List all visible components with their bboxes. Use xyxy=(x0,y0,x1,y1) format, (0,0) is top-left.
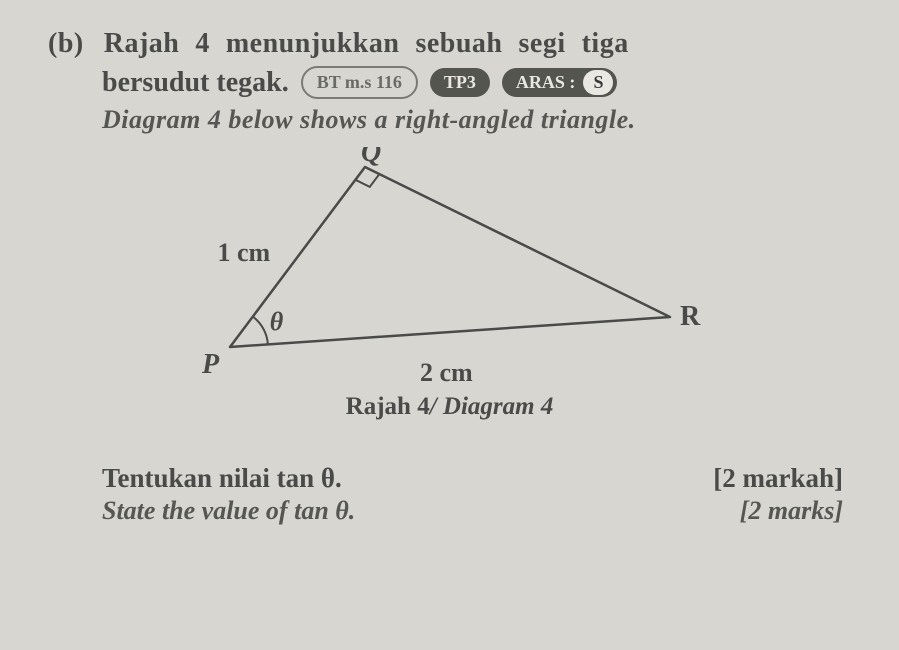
question-line-1: (b) Rajah 4 menunjukkan sebuah segi tiga xyxy=(48,28,851,60)
task-english: State the value of tan θ. xyxy=(102,496,355,526)
diagram-caption: Rajah 4/ Diagram 4 xyxy=(346,393,554,421)
w0: Rajah xyxy=(104,28,180,60)
triangle-diagram: θ 1 cm 2 cm P Q R xyxy=(140,147,760,387)
marks-english: [2 marks] xyxy=(740,496,843,526)
pill-aras-value: S xyxy=(583,70,613,95)
svg-text:2 cm: 2 cm xyxy=(420,358,473,387)
w5: tiga xyxy=(582,28,629,60)
caption-malay: Rajah 4 xyxy=(346,393,430,420)
svg-text:Q: Q xyxy=(361,147,381,168)
task-row-malay: Tentukan nilai tan θ. [2 markah] xyxy=(102,463,843,494)
caption-english: Diagram 4 xyxy=(443,393,553,420)
task-malay: Tentukan nilai tan θ. xyxy=(102,463,342,494)
svg-text:θ: θ xyxy=(269,307,283,336)
w3: sebuah xyxy=(415,28,502,60)
pill-aras-label: ARAS : xyxy=(516,70,576,95)
w1: 4 xyxy=(195,28,210,60)
caption-sep: / xyxy=(430,393,443,420)
w4: segi xyxy=(519,28,566,60)
marks-malay: [2 markah] xyxy=(713,463,843,494)
question-label: (b) xyxy=(48,28,84,60)
pill-aras: ARAS : S xyxy=(502,68,618,97)
pill-tp: TP3 xyxy=(430,68,490,97)
pill-reference: BT m.s 116 xyxy=(301,66,418,99)
svg-text:1 cm: 1 cm xyxy=(217,238,270,267)
question-english: Diagram 4 below shows a right-angled tri… xyxy=(102,105,851,135)
line2-text: bersudut tegak. xyxy=(102,67,289,99)
w2: menunjukkan xyxy=(226,28,400,60)
svg-text:R: R xyxy=(680,301,701,332)
svg-text:P: P xyxy=(201,349,220,380)
question-line-2: bersudut tegak. BT m.s 116 TP3 ARAS : S xyxy=(102,66,851,99)
task-row-english: State the value of tan θ. [2 marks] xyxy=(102,496,843,526)
